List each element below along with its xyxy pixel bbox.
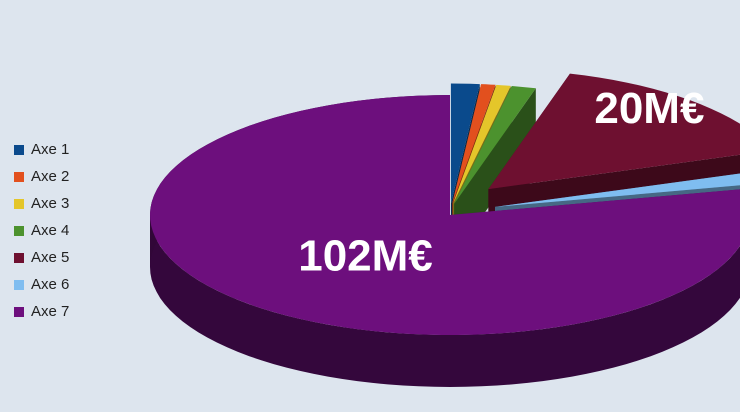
data-label-axe-5: 20M€	[594, 84, 704, 133]
slice-top-axe-5	[488, 73, 740, 190]
legend-label: Axe 5	[31, 249, 70, 266]
legend-swatch	[14, 252, 24, 263]
legend-item-axe-4: Axe 4	[14, 217, 69, 244]
legend-label: Axe 2	[31, 168, 70, 185]
legend-swatch	[14, 306, 24, 317]
pie-tops	[150, 73, 740, 335]
legend-label: Axe 6	[31, 276, 70, 293]
legend-item-axe-7: Axe 7	[14, 298, 69, 325]
slice-top-axe-7	[150, 95, 740, 335]
legend-label: Axe 3	[31, 195, 70, 212]
slice-top-axe-1	[450, 83, 480, 204]
slice-side-axe-7	[150, 215, 740, 387]
legend-swatch	[14, 279, 24, 290]
legend-item-axe-2: Axe 2	[14, 163, 69, 190]
legend-swatch	[14, 171, 24, 182]
legend-swatch	[14, 225, 24, 236]
legend-item-axe-6: Axe 6	[14, 271, 69, 298]
legend-item-axe-3: Axe 3	[14, 190, 69, 217]
pie-data-labels: 20M€ 102M€	[298, 84, 704, 281]
legend-swatch	[14, 198, 24, 209]
legend-swatch	[14, 144, 24, 155]
legend-item-axe-1: Axe 1	[14, 136, 69, 163]
legend-label: Axe 1	[31, 141, 70, 158]
data-label-axe-7: 102M€	[298, 232, 433, 281]
legend-item-axe-5: Axe 5	[14, 244, 69, 271]
legend-label: Axe 4	[31, 222, 70, 239]
legend: Axe 1 Axe 2 Axe 3 Axe 4 Axe 5 Axe 6 Axe 7	[14, 136, 69, 325]
slice-top-axe-2	[452, 84, 496, 204]
slice-top-axe-4	[454, 86, 536, 204]
legend-label: Axe 7	[31, 303, 70, 320]
slice-top-axe-6	[495, 173, 740, 207]
slice-top-axe-3	[453, 84, 511, 204]
